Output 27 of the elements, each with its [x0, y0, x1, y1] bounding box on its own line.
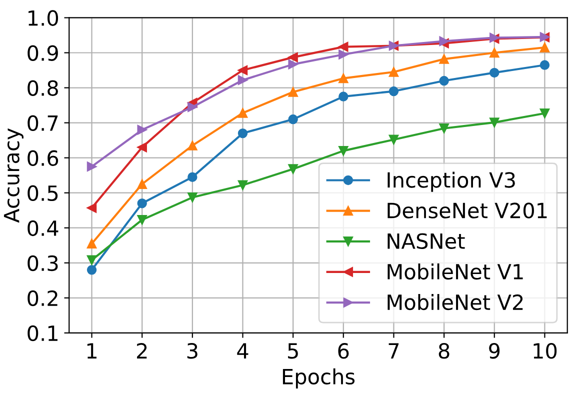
x-tick-label: 8 — [438, 343, 450, 359]
legend-label: Inception V3 — [388, 172, 515, 192]
legend-label: NASNet — [388, 233, 465, 249]
y-tick-label: 1.0 — [28, 10, 58, 26]
legend-label: DenseNet V201 — [388, 202, 547, 218]
y-tick-label: 0.7 — [28, 115, 58, 132]
y-tick-label: 0.9 — [28, 45, 58, 61]
y-tick-label: 0.3 — [28, 255, 58, 272]
x-tick-label: 3 — [187, 343, 198, 359]
x-tick-label: 4 — [237, 343, 248, 358]
x-tick-label: 5 — [288, 343, 298, 359]
x-tick-label: 10 — [534, 343, 557, 359]
x-axis-title: Epochs — [282, 368, 355, 389]
x-tick-label: 6 — [338, 343, 349, 359]
x-tick-label: 2 — [136, 343, 147, 358]
y-tick-label: 0.8 — [28, 80, 58, 96]
y-tick-label: 0.1 — [28, 325, 58, 342]
legend-label: MobileNet V2 — [388, 294, 523, 310]
y-tick-label: 0.2 — [28, 290, 58, 306]
y-tick-label: 0.5 — [28, 185, 58, 202]
legend-label: MobileNet V1 — [388, 263, 523, 280]
x-tick-label: 7 — [388, 343, 399, 358]
y-axis-title: Accuracy — [4, 128, 24, 223]
x-tick-label: 9 — [489, 343, 500, 359]
y-tick-label: 0.6 — [28, 150, 58, 166]
y-tick-label: 0.4 — [28, 220, 58, 236]
x-tick-label: 1 — [87, 343, 96, 358]
